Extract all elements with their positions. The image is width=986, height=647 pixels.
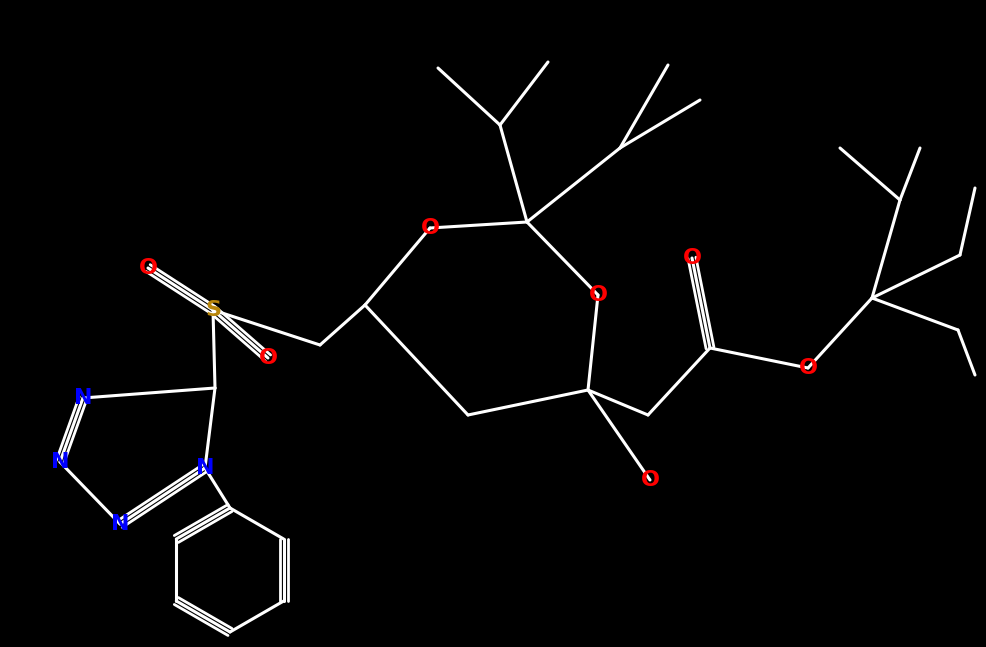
Text: N: N — [195, 458, 214, 478]
Text: O: O — [640, 470, 659, 490]
Text: O: O — [588, 285, 607, 305]
Text: O: O — [258, 348, 277, 368]
Text: O: O — [681, 248, 701, 268]
Text: O: O — [138, 258, 158, 278]
Text: O: O — [420, 218, 439, 238]
Text: N: N — [110, 514, 129, 534]
Text: N: N — [50, 452, 69, 472]
Text: O: O — [798, 358, 816, 378]
Text: N: N — [74, 388, 92, 408]
Text: S: S — [205, 300, 221, 320]
